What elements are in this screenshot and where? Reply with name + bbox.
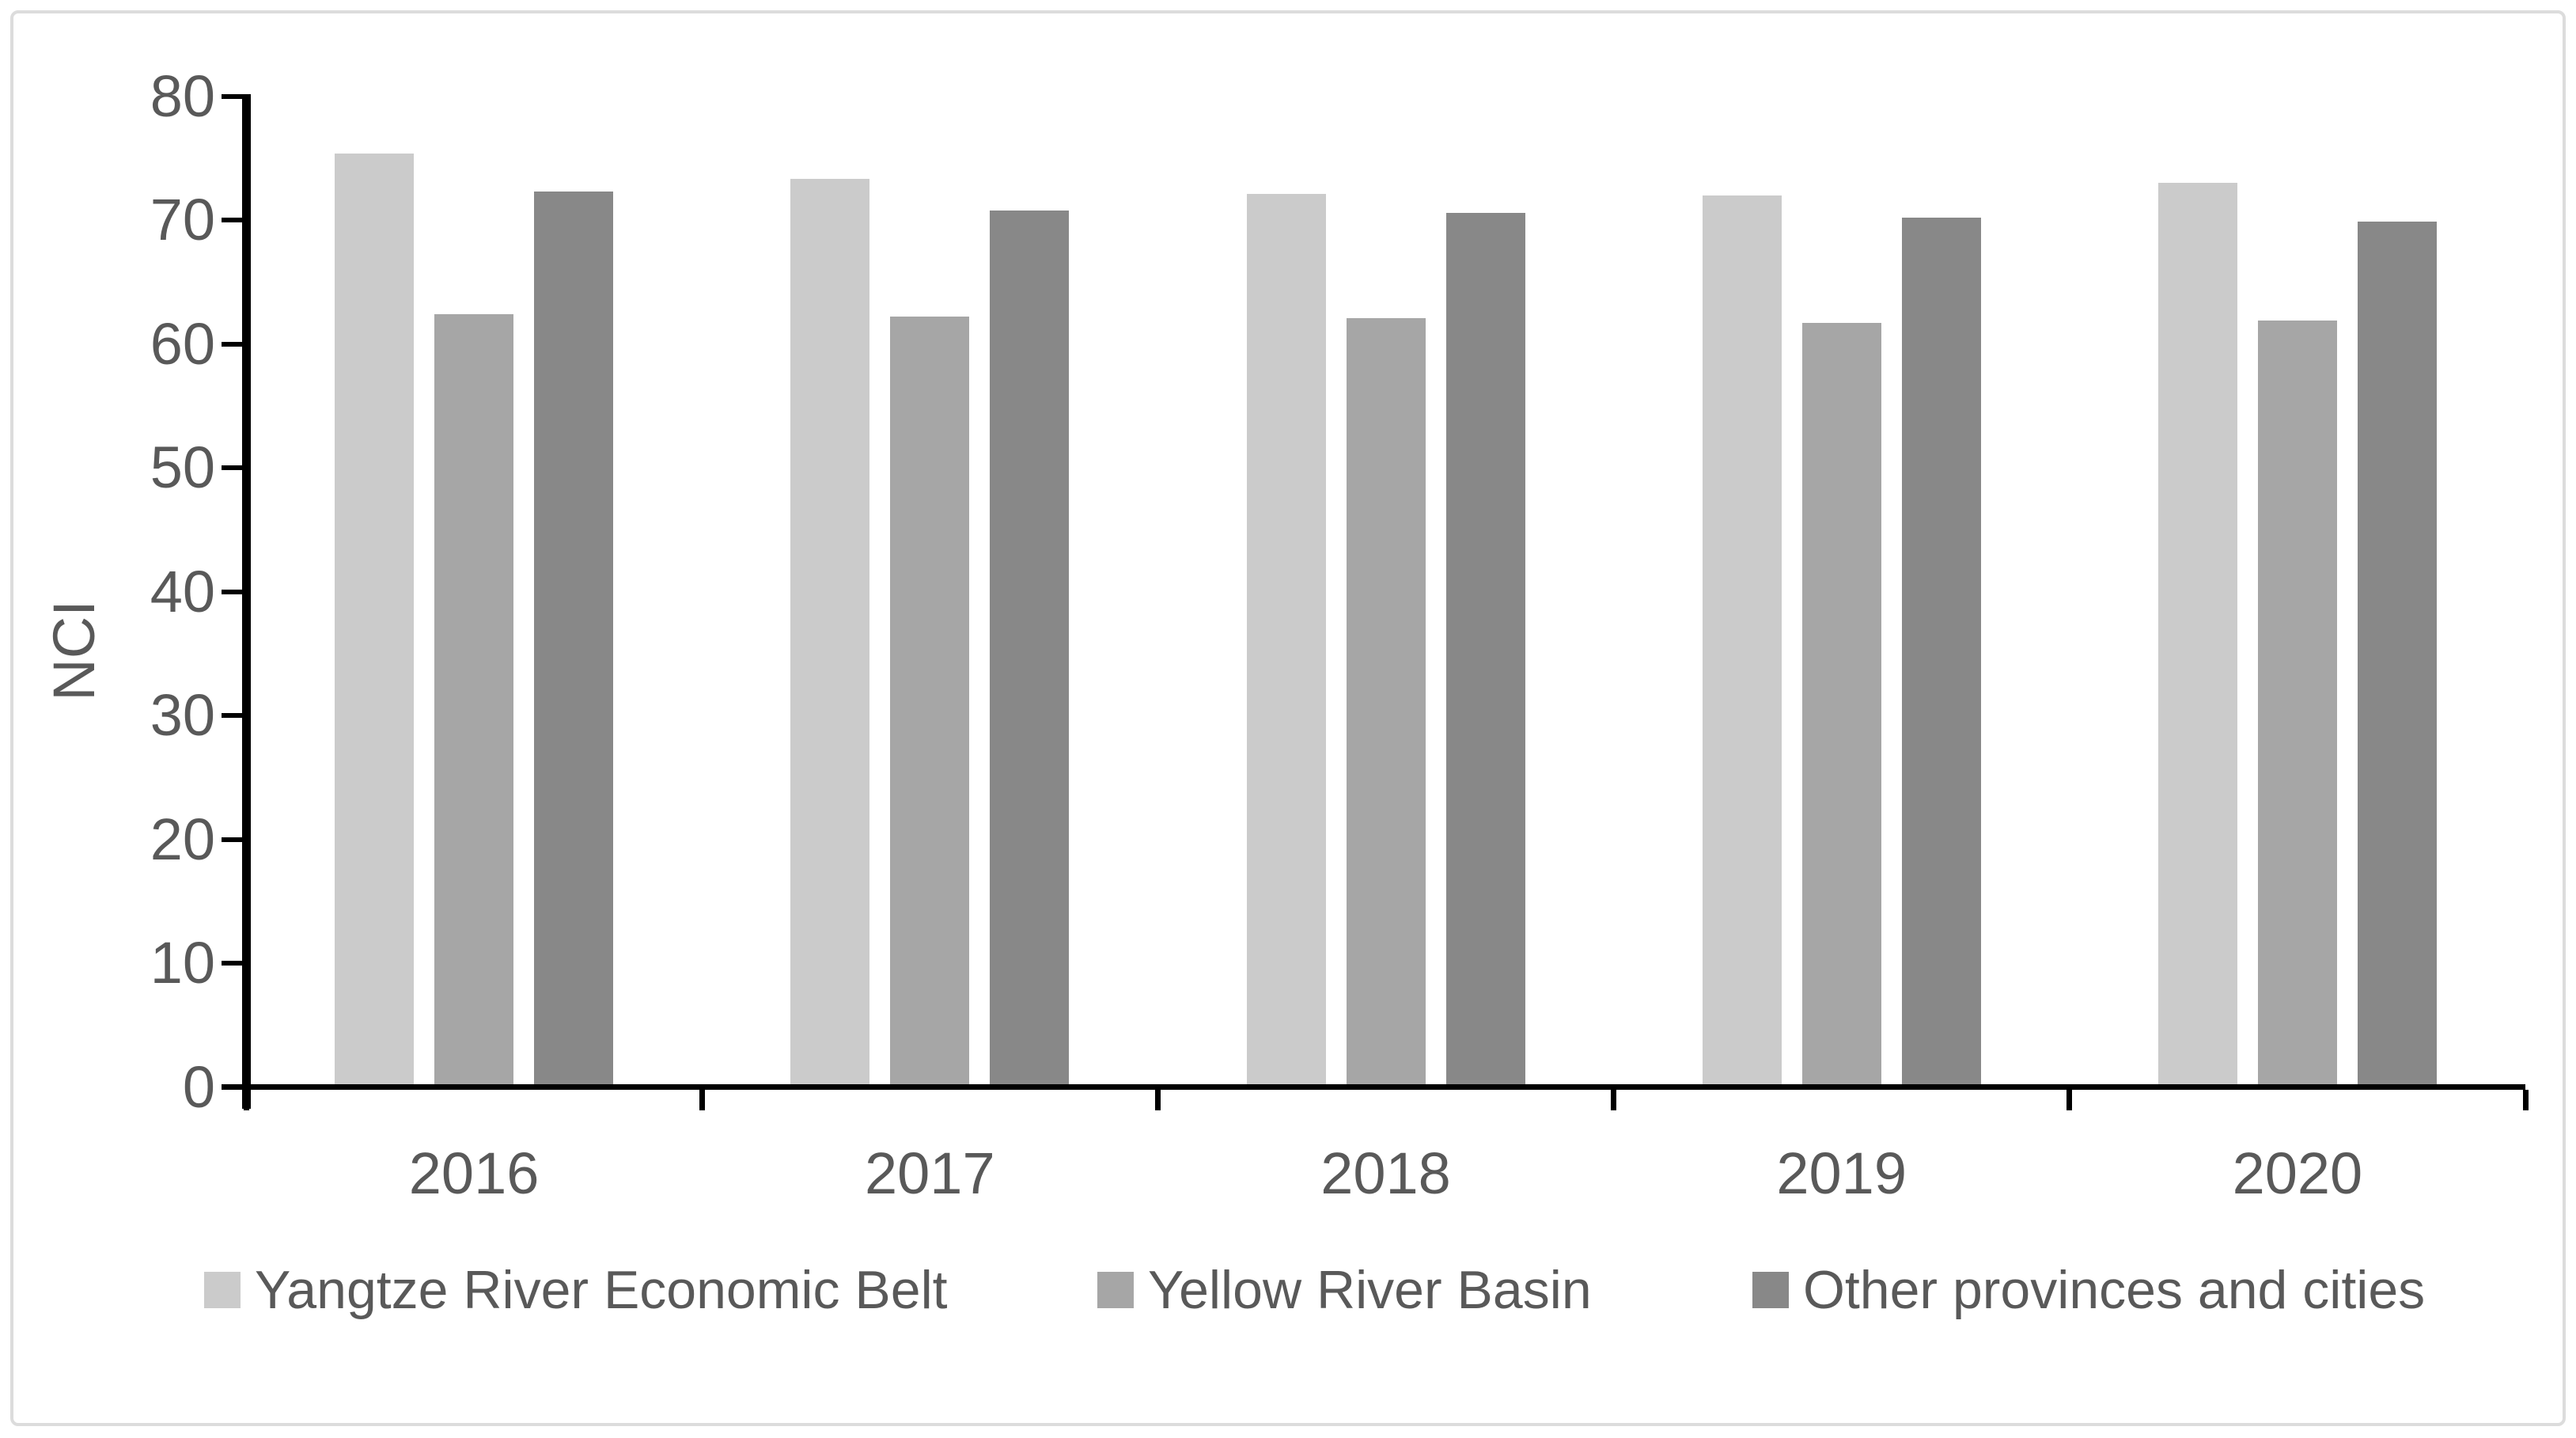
y-tick [221, 837, 242, 842]
y-tick-label: 40 [150, 558, 215, 624]
y-tick [221, 961, 242, 966]
legend-item: Other provinces and cities [1752, 1263, 2425, 1317]
legend-label: Yellow River Basin [1148, 1260, 1592, 1320]
y-tick [221, 94, 242, 99]
legend-label: Yangtze River Economic Belt [255, 1260, 948, 1320]
bar [534, 192, 614, 1084]
bar [434, 313, 514, 1084]
bar [335, 153, 415, 1084]
x-tick [699, 1090, 705, 1110]
bar [1346, 317, 1426, 1084]
bar [1246, 194, 1326, 1084]
y-tick [221, 218, 242, 223]
bar [990, 210, 1070, 1084]
legend-item: Yangtze River Economic Belt [204, 1263, 948, 1317]
bar [1801, 322, 1881, 1084]
x-category-label: 2017 [864, 1140, 995, 1206]
x-tick [1154, 1090, 1161, 1110]
y-tick [221, 713, 242, 719]
y-tick [221, 465, 242, 471]
x-category-label: 2020 [2232, 1140, 2363, 1206]
legend-item: Yellow River Basin [1097, 1263, 1592, 1317]
y-axis-line [241, 94, 251, 1109]
y-tick [221, 1084, 242, 1090]
y-tick-label: 50 [150, 434, 215, 501]
y-tick-label: 60 [150, 310, 215, 377]
y-tick [221, 589, 242, 594]
y-tick-label: 0 [182, 1053, 215, 1120]
bar [2257, 320, 2337, 1084]
x-tick [2522, 1090, 2529, 1110]
y-tick-label: 30 [150, 682, 215, 749]
legend-swatch [204, 1272, 241, 1308]
bar [2357, 221, 2437, 1084]
y-tick-label: 10 [150, 930, 215, 996]
legend-swatch [1752, 1272, 1789, 1308]
x-axis-line [221, 1084, 2525, 1090]
x-tick [1611, 1090, 1617, 1110]
x-tick [2066, 1090, 2073, 1110]
bar [890, 317, 970, 1084]
bar [2157, 183, 2237, 1084]
x-category-label: 2018 [1320, 1140, 1451, 1206]
y-tick-label: 70 [150, 187, 215, 253]
legend-swatch [1097, 1272, 1134, 1308]
y-tick-label: 80 [150, 63, 215, 129]
bar [1702, 195, 1782, 1084]
y-tick-label: 20 [150, 806, 215, 872]
bar [790, 179, 870, 1084]
chart-border [10, 10, 2566, 1426]
legend-label: Other provinces and cities [1803, 1260, 2426, 1320]
x-tick [243, 1090, 249, 1110]
y-tick [221, 341, 242, 347]
bar [1901, 217, 1981, 1084]
x-category-label: 2016 [408, 1140, 540, 1206]
bar [1445, 212, 1525, 1084]
x-category-label: 2019 [1776, 1140, 1907, 1206]
